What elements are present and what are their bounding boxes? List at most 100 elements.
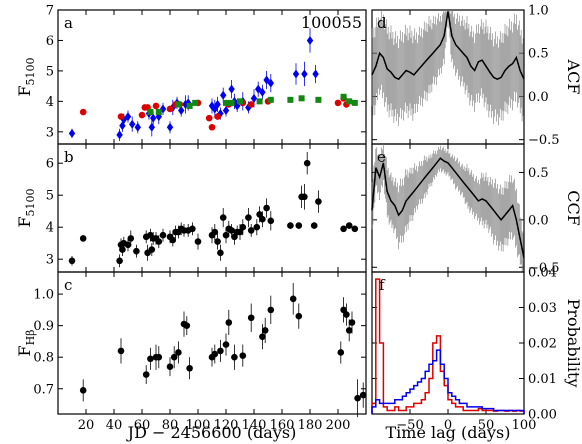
panel-e-ytick-label: −0.5 bbox=[528, 261, 560, 276]
data-point bbox=[208, 123, 216, 131]
data-point bbox=[267, 217, 275, 225]
data-point bbox=[217, 249, 224, 257]
right-xlabel: Time lag (days) bbox=[385, 423, 510, 442]
data-point bbox=[166, 105, 174, 113]
data-point bbox=[247, 227, 255, 234]
data-point bbox=[306, 35, 314, 45]
object-id-label: 100055 bbox=[301, 13, 362, 32]
data-point bbox=[303, 159, 311, 167]
data-point bbox=[301, 69, 308, 79]
data-point bbox=[287, 96, 294, 103]
data-point bbox=[68, 257, 76, 265]
data-point bbox=[345, 327, 353, 334]
data-point bbox=[119, 246, 126, 253]
panel-d-ytick-label: 1.0 bbox=[528, 4, 549, 19]
panel-a-ytick-label: 3 bbox=[46, 125, 54, 140]
panel-f: 0.00 0.01 0.02 0.03 0.04 −50 0 50 100 f Probabil… bbox=[371, 266, 582, 442]
data-point bbox=[166, 363, 174, 370]
data-point bbox=[231, 233, 238, 241]
panel-f-histogram-step bbox=[371, 349, 525, 414]
data-point bbox=[261, 327, 269, 334]
panel-b-ylabel: F5100 bbox=[15, 188, 37, 227]
data-point bbox=[79, 108, 87, 116]
data-point bbox=[301, 193, 308, 201]
data-point bbox=[239, 223, 247, 231]
data-point bbox=[211, 228, 219, 236]
panel-f-ytick-label: 0.01 bbox=[528, 372, 557, 387]
data-point bbox=[239, 352, 247, 359]
data-point bbox=[289, 295, 297, 303]
panel-f-ytick-label: 0.00 bbox=[528, 408, 557, 423]
data-point bbox=[166, 122, 174, 132]
data-point bbox=[117, 347, 125, 355]
panel-c-xtick-label: 140 bbox=[242, 418, 267, 433]
panel-f-ylabel: Probability bbox=[564, 299, 582, 388]
data-point bbox=[228, 99, 235, 106]
data-point bbox=[315, 96, 322, 103]
data-point bbox=[214, 99, 221, 109]
data-point bbox=[256, 98, 263, 105]
data-point bbox=[127, 235, 135, 242]
data-point bbox=[147, 355, 154, 363]
data-point bbox=[214, 113, 221, 120]
data-point bbox=[214, 238, 221, 245]
panel-c-ylabel: FHβ bbox=[15, 329, 37, 356]
data-point bbox=[247, 314, 255, 322]
panel-f-ytick-label: 0.03 bbox=[528, 301, 557, 316]
data-point bbox=[186, 102, 193, 109]
panel-a-ytick-label: 5 bbox=[46, 64, 54, 79]
panel-b-ytick-label: 6 bbox=[46, 157, 54, 172]
panel-e: −0.5 0.0 0.5 e CCF bbox=[371, 143, 582, 276]
data-point bbox=[247, 101, 255, 108]
data-point bbox=[287, 222, 294, 229]
data-point bbox=[205, 114, 213, 122]
data-point bbox=[222, 231, 230, 239]
data-point bbox=[263, 204, 270, 212]
data-point bbox=[147, 109, 154, 116]
panel-e-letter: e bbox=[377, 148, 386, 166]
data-point bbox=[134, 122, 141, 132]
data-point bbox=[228, 84, 235, 94]
data-point bbox=[183, 322, 191, 329]
data-point bbox=[253, 223, 261, 231]
data-point bbox=[292, 69, 300, 79]
data-point bbox=[346, 98, 353, 105]
panel-c-ytick-label: 0.7 bbox=[33, 382, 54, 397]
data-point bbox=[267, 306, 275, 314]
data-point bbox=[159, 231, 167, 239]
data-point bbox=[79, 235, 87, 242]
panel-f-letter: f bbox=[379, 276, 386, 294]
data-point bbox=[295, 222, 303, 229]
panel-e-ytick-label: 0.5 bbox=[528, 166, 549, 181]
panel-e-ytick-label: 0.0 bbox=[528, 213, 549, 228]
data-point bbox=[189, 225, 196, 233]
data-point bbox=[148, 246, 156, 253]
panel-b-frame bbox=[57, 143, 367, 273]
panel-b-ytick-label: 4 bbox=[46, 221, 54, 236]
data-point bbox=[222, 341, 230, 348]
data-point bbox=[155, 238, 163, 245]
panel-d-ytick-label: 0.0 bbox=[528, 90, 549, 105]
panel-a-ytick-label: 7 bbox=[46, 4, 54, 19]
panel-c-xtick-label: 80 bbox=[162, 418, 179, 433]
data-point bbox=[117, 113, 125, 120]
data-point bbox=[259, 333, 266, 340]
panel-b-ytick-label: 5 bbox=[46, 189, 54, 204]
panel-b-ylabel-sub: 5100 bbox=[24, 188, 37, 216]
data-point bbox=[245, 214, 252, 221]
panel-f-ytick-label: 0.04 bbox=[528, 266, 557, 281]
panel-c-xtick-label: 40 bbox=[106, 418, 123, 433]
data-point bbox=[315, 198, 322, 205]
panel-e-series-line bbox=[371, 157, 525, 258]
panel-d-ytick-label: 0.5 bbox=[528, 47, 549, 62]
data-point bbox=[124, 241, 132, 249]
panel-c-xtick-label: 120 bbox=[214, 418, 239, 433]
panel-b: 3 4 5 6 b F5100 bbox=[15, 143, 367, 273]
data-point bbox=[351, 99, 358, 106]
panel-e-ylabel: CCF bbox=[564, 190, 582, 226]
data-point bbox=[148, 122, 155, 132]
data-point bbox=[348, 319, 356, 326]
data-point bbox=[223, 99, 229, 106]
panel-a-letter: a bbox=[64, 14, 73, 32]
